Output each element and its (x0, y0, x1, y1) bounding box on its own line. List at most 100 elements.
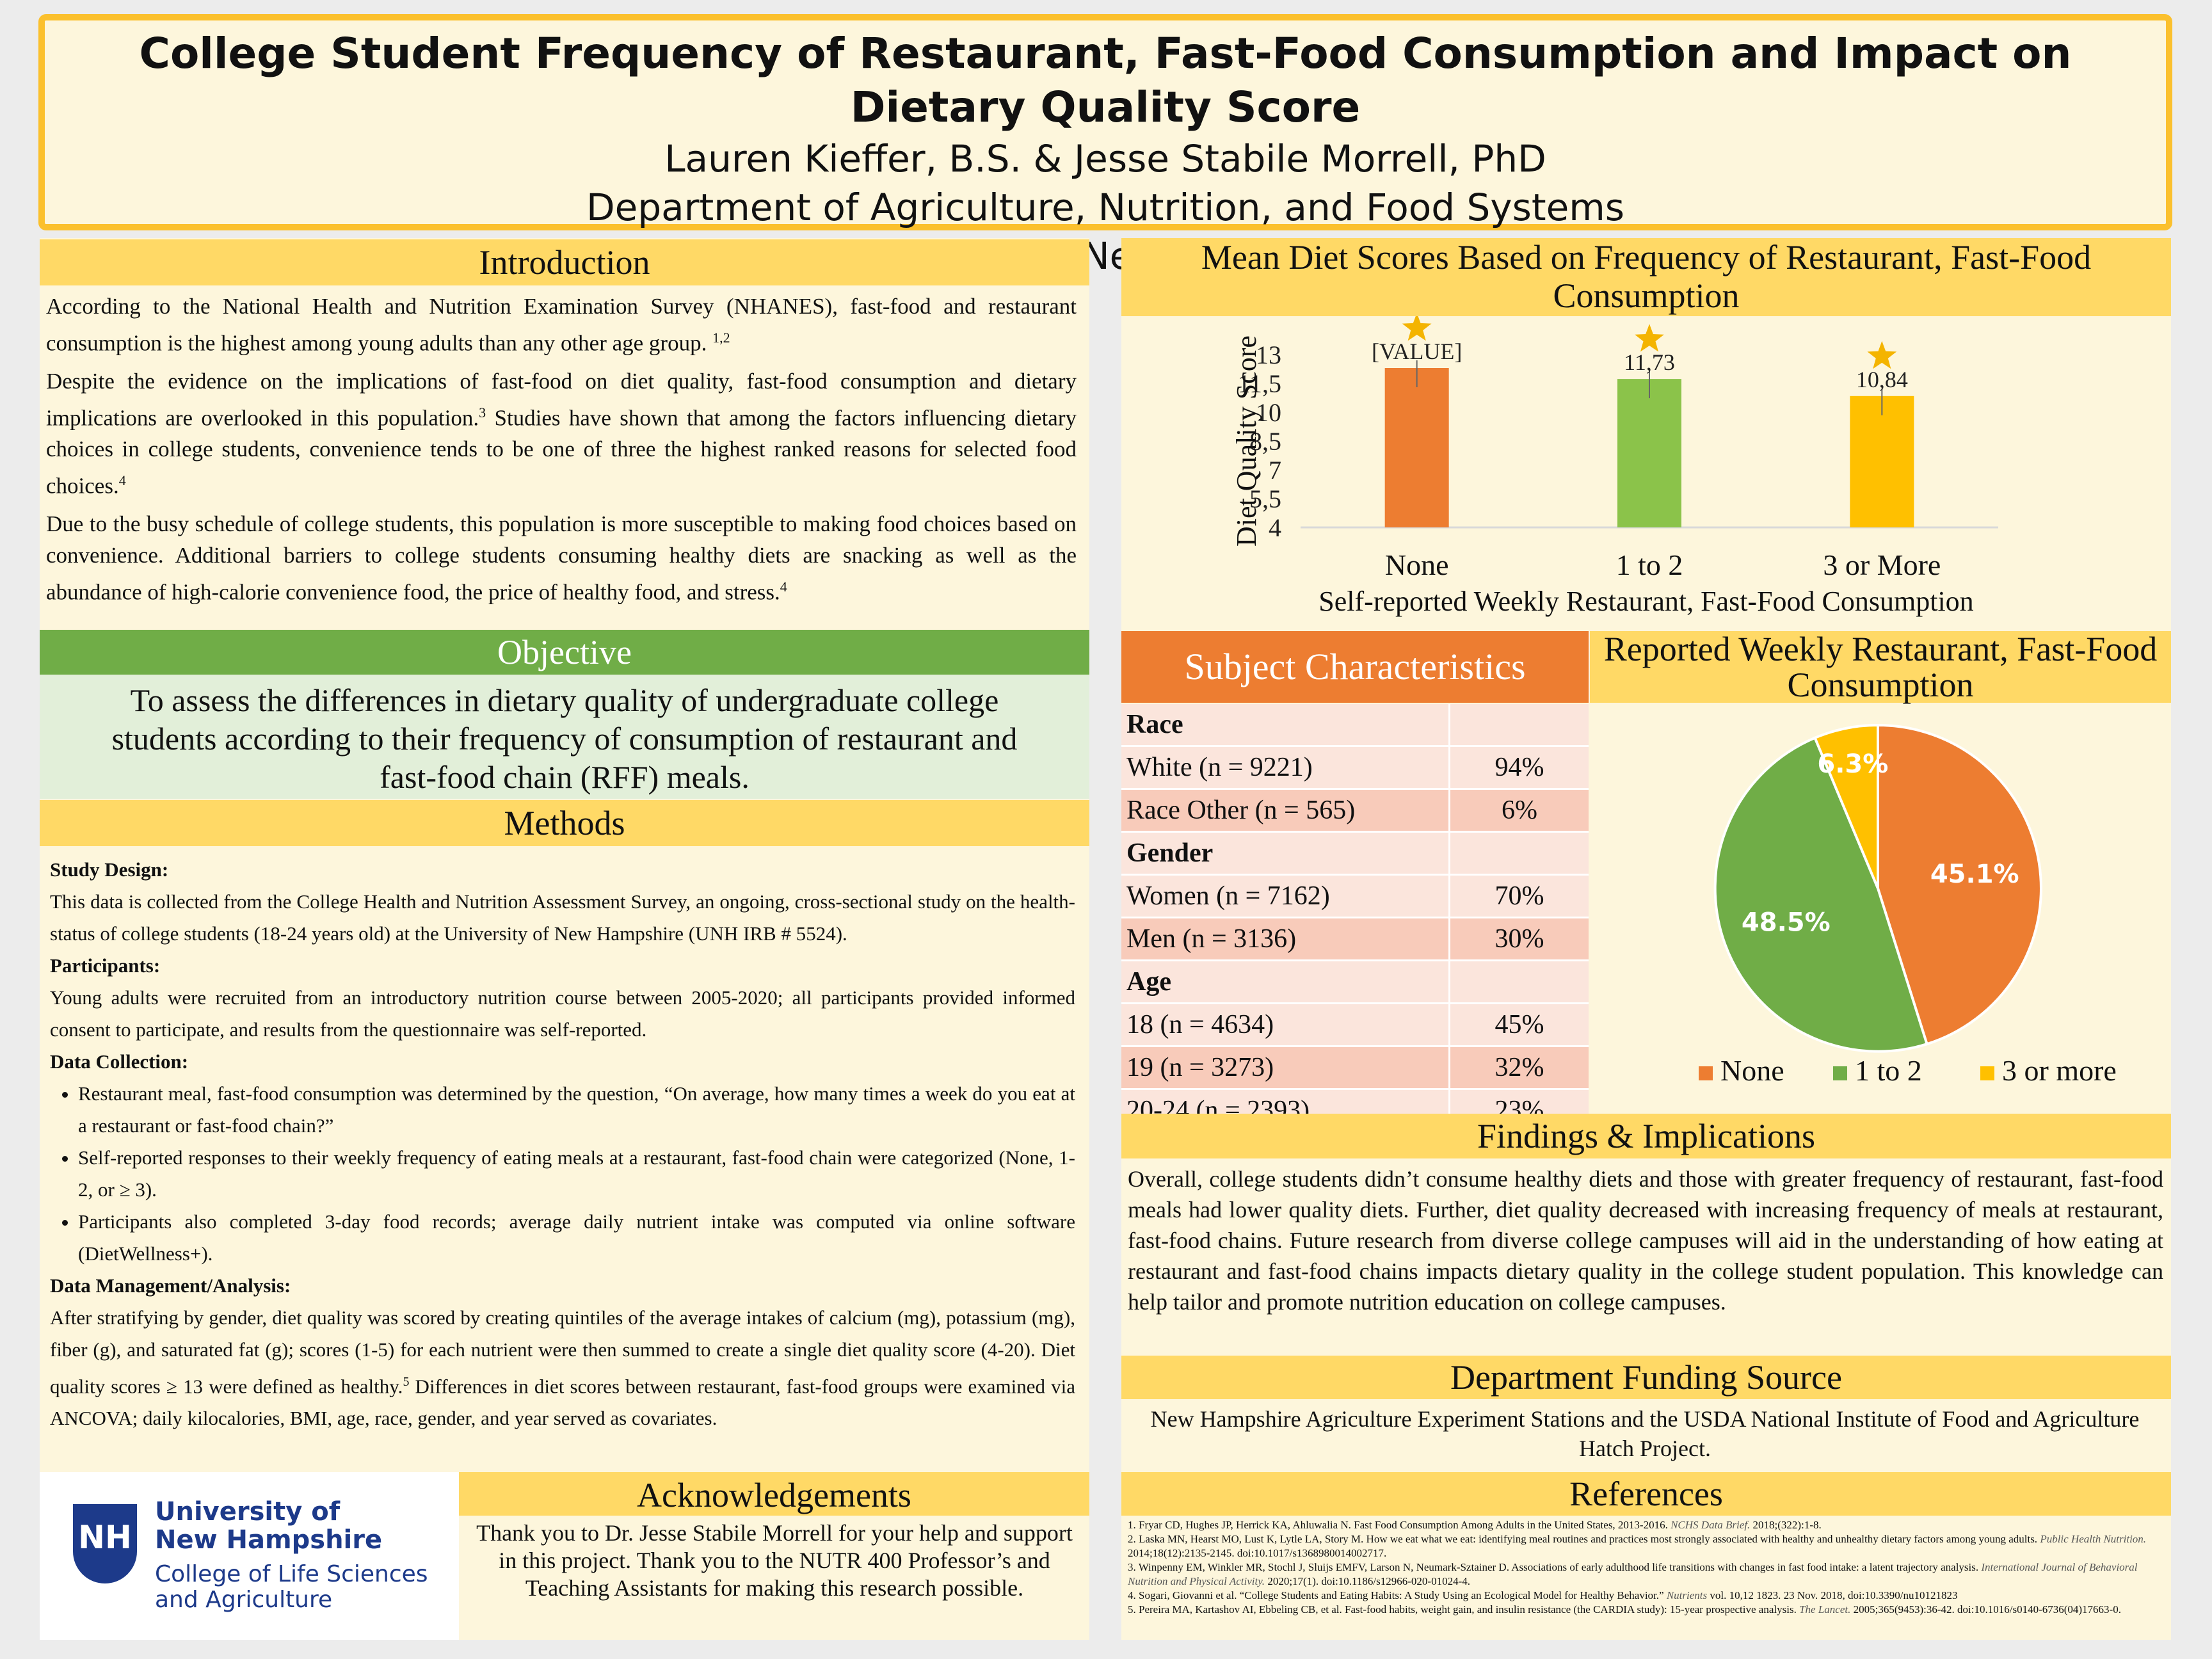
row-label: Women (n = 7162) (1121, 874, 1450, 918)
logo-college: College of Life Sciences and Agriculture (155, 1562, 428, 1613)
row-value (1448, 831, 1589, 876)
intro-p2b-text: Studies have shown that among the factor… (46, 405, 1077, 499)
bar-data-label: [VALUE] (1372, 339, 1462, 364)
reference-text: 4. Sogari, Giovanni et al. “College Stud… (1128, 1589, 1667, 1601)
logo-line-2: New Hampshire (155, 1525, 383, 1555)
bar (1850, 396, 1914, 527)
row-label: Race (1121, 704, 1450, 747)
objective-heading: Objective (40, 630, 1089, 675)
analysis-text-b: Differences in diet scores between resta… (50, 1375, 1076, 1430)
unh-shield-icon: NH (73, 1504, 137, 1583)
findings-heading: Findings & Implications (1121, 1114, 2171, 1158)
funding-heading: Department Funding Source (1121, 1356, 2171, 1399)
reference-item: 4. Sogari, Giovanni et al. “College Stud… (1128, 1589, 2165, 1603)
y-tick-label: 5,5 (1249, 485, 1281, 513)
analysis-text: After stratifying by gender, diet qualit… (50, 1302, 1075, 1434)
intro-p2-sup: 3 (479, 404, 486, 421)
poster-title: College Student Frequency of Restaurant,… (139, 29, 2072, 132)
table-row: 19 (n = 3273) 32% (1121, 1046, 1589, 1090)
intro-paragraph-3: Due to the busy schedule of college stud… (46, 508, 1077, 608)
category-row: Race (1121, 704, 1589, 747)
legend-swatch (1833, 1066, 1847, 1080)
bar-data-label: 10,84 (1856, 367, 1908, 392)
table-row: Women (n = 7162) 70% (1121, 874, 1589, 918)
reference-item: 1. Fryar CD, Hughes JP, Herrick KA, Ahlu… (1128, 1518, 2165, 1532)
legend-swatch (1980, 1066, 1994, 1080)
participants-label: Participants: (50, 954, 161, 977)
pie-slice (1713, 736, 1929, 1053)
x-tick-label: None (1385, 549, 1449, 581)
list-item: Participants also completed 3-day food r… (78, 1206, 1075, 1270)
study-design-text: This data is collected from the College … (50, 890, 1075, 945)
bar (1617, 379, 1681, 527)
row-label: Men (n = 3136) (1121, 917, 1450, 961)
row-label: 18 (n = 4634) (1121, 1003, 1450, 1047)
introduction-body: According to the National Health and Nut… (46, 291, 1077, 614)
bar (1384, 368, 1449, 527)
reference-citation: 2018;(322):1-8. (1750, 1519, 1822, 1531)
methods-body: Study Design: This data is collected fro… (50, 854, 1075, 1434)
y-tick-label: 13 (1256, 341, 1281, 369)
star-icon (1867, 341, 1897, 369)
participants-text: Young adults were recruited from an intr… (50, 986, 1075, 1041)
y-tick-label: 4 (1269, 513, 1281, 542)
funding-text: New Hampshire Agriculture Experiment Sta… (1150, 1406, 2140, 1461)
intro-p1-text: According to the National Health and Nut… (46, 294, 1077, 356)
logo-title: University of New Hampshire (155, 1498, 382, 1554)
study-design-label: Study Design: (50, 858, 169, 881)
analysis-sup: 5 (403, 1375, 410, 1389)
reference-citation: 2020;17(1). doi:10.1186/s12966-020-01024… (1265, 1575, 1470, 1587)
legend-label: None (1720, 1054, 1784, 1087)
y-tick-label: 8,5 (1249, 427, 1281, 456)
logo-line-4: and Agriculture (155, 1587, 333, 1613)
legend-label: 1 to 2 (1855, 1054, 1922, 1087)
y-tick-label: 11,5 (1237, 369, 1281, 398)
bar-data-label: 11,73 (1624, 349, 1675, 375)
list-item: Self-reported responses to their weekly … (78, 1142, 1075, 1206)
row-label: Age (1121, 960, 1450, 1004)
reference-item: 5. Pereira MA, Kartashov AI, Ebbeling CB… (1128, 1603, 2165, 1617)
objective-text: To assess the differences in dietary qua… (40, 675, 1089, 799)
reference-journal: Public Health Nutrition. (2040, 1533, 2147, 1545)
logo-line-1: University of (155, 1497, 341, 1527)
subject-heading: Subject Characteristics (1121, 631, 1589, 703)
intro-p1-sup: 1,2 (712, 330, 730, 346)
pie-data-label: 45.1% (1930, 860, 2019, 889)
reference-journal: International Journal of Behavioral Nutr… (1128, 1561, 2138, 1587)
reference-text: 3. Winpenny EM, Winkler MR, Stochl J, Sl… (1128, 1561, 1982, 1573)
reference-citation: 2014;18(12):2135-2145. doi:10.1017/s1368… (1128, 1547, 1387, 1559)
pie-slice (1813, 723, 1879, 889)
x-axis-label: Self-reported Weekly Restaurant, Fast-Fo… (1318, 586, 1973, 617)
row-value (1448, 704, 1589, 747)
row-value: 45% (1448, 1003, 1589, 1047)
table-row: 18 (n = 4634) 45% (1121, 1003, 1589, 1047)
table-row: Race Other (n = 565) 6% (1121, 789, 1589, 833)
intro-p3-sup: 4 (780, 578, 787, 595)
row-value: 70% (1448, 874, 1589, 918)
list-item: Restaurant meal, fast-food consumption w… (78, 1078, 1075, 1142)
reference-text: 1. Fryar CD, Hughes JP, Herrick KA, Ahlu… (1128, 1519, 1671, 1531)
intro-p2-text: Despite the evidence on the implications… (46, 368, 1077, 431)
x-tick-label: 1 to 2 (1616, 549, 1683, 581)
reference-item: 3. Winpenny EM, Winkler MR, Stochl J, Sl… (1128, 1560, 2165, 1589)
references-list: 1. Fryar CD, Hughes JP, Herrick KA, Ahlu… (1128, 1518, 2165, 1617)
y-axis-label: Diet Quality Score (1231, 335, 1262, 547)
y-tick-label: 10 (1256, 398, 1281, 427)
star-icon (1635, 324, 1664, 352)
introduction-heading: Introduction (40, 239, 1089, 285)
row-value (1448, 960, 1589, 1004)
category-row: Age (1121, 960, 1589, 1004)
methods-heading: Methods (40, 800, 1089, 846)
unh-logo: NH University of New Hampshire College o… (40, 1472, 459, 1640)
department: Department of Agriculture, Nutrition, an… (586, 186, 1624, 229)
category-row: Gender (1121, 831, 1589, 876)
table-row: Men (n = 3136) 30% (1121, 917, 1589, 961)
authors: Lauren Kieffer, B.S. & Jesse Stabile Mor… (664, 137, 1546, 180)
acknowledgements-text: Thank you to Dr. Jesse Stabile Morrell f… (476, 1520, 1073, 1601)
pie-data-label: 6.3% (1817, 749, 1888, 779)
reference-text: 2. Laska MN, Hearst MO, Lust K, Lytle LA… (1128, 1533, 2040, 1545)
subject-table: Race White (n = 9221) 94% Race Other (n = 5… (1121, 704, 1589, 1133)
table-row: White (n = 9221) 94% (1121, 746, 1589, 790)
title-banner: College Student Frequency of Restaurant,… (38, 14, 2172, 278)
